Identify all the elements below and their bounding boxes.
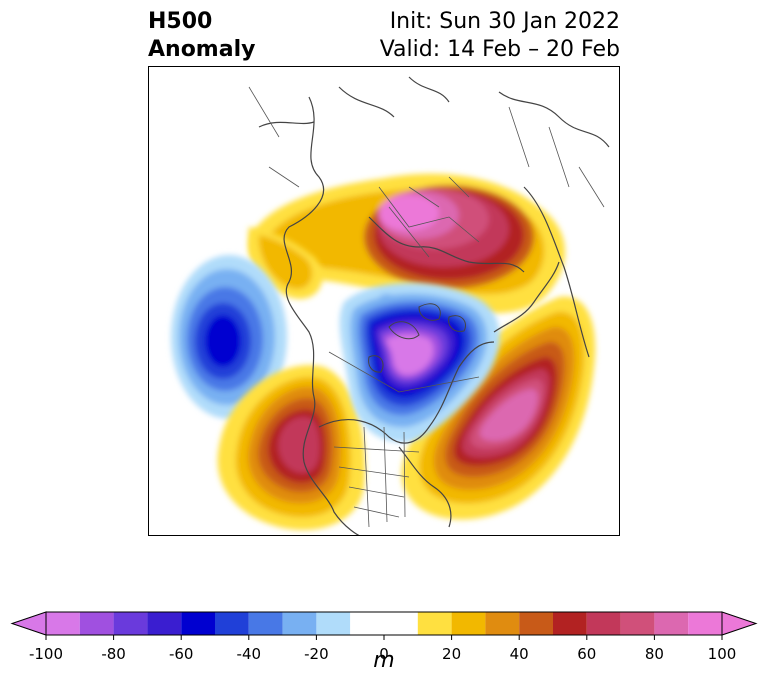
title-line-1: H500 (148, 9, 213, 34)
colorbar-bin (316, 612, 351, 635)
colorbar: -100 -80 -60 -40 -20 0 20 40 60 80 100 (10, 611, 758, 663)
colorbar-bin (553, 612, 587, 635)
positive-anomaly-siberia (248, 173, 566, 314)
coastlines (258, 76, 610, 535)
colorbar-bin (417, 612, 452, 635)
arctic-islands (368, 303, 466, 373)
colorbar-bin (46, 612, 80, 635)
anomaly-map (148, 66, 620, 536)
colorbar-bin (181, 612, 215, 635)
colorbar-tick-label: -60 (169, 645, 194, 663)
colorbar-tick-label: 0 (379, 645, 389, 663)
positive-anomaly-west-us (217, 365, 366, 531)
colorbar-bin (485, 612, 520, 635)
country-borders (248, 86, 605, 528)
colorbar-tick-label: -100 (29, 645, 63, 663)
chart-title: H500 Anomaly (148, 8, 255, 64)
colorbar-bin (248, 612, 283, 635)
colorbar-tick-label: 100 (708, 645, 737, 663)
colorbar-bin (451, 612, 486, 635)
units-label: m (373, 648, 395, 673)
negative-anomaly-canada (339, 282, 500, 443)
colorbar-bin (586, 612, 621, 635)
colorbar-under-arrow (10, 611, 47, 636)
colorbar-bin (215, 612, 249, 635)
colorbar-tick-label: -80 (101, 645, 126, 663)
colorbar-bin (282, 612, 317, 635)
colorbar-tick-label: 80 (645, 645, 664, 663)
init-date: Init: Sun 30 Jan 2022 (389, 9, 620, 34)
valid-range: Valid: 14 Feb – 20 Feb (379, 37, 620, 62)
colorbar-bin (79, 612, 114, 635)
colorbar-tick-label: -20 (304, 645, 329, 663)
colorbar-bin (654, 612, 689, 635)
negative-anomaly-pacific (171, 255, 287, 419)
colorbar-bin (688, 612, 722, 635)
colorbar-bin (620, 612, 655, 635)
colorbar-bin (519, 612, 553, 635)
map-canvas (171, 76, 610, 535)
run-info: Init: Sun 30 Jan 2022 Valid: 14 Feb – 20… (380, 8, 620, 64)
colorbar-over-arrow (721, 611, 758, 636)
colorbar-bin (350, 612, 418, 635)
colorbar-tick-label: 60 (577, 645, 596, 663)
colorbar-tick-label: -40 (237, 645, 262, 663)
colorbar-tick-label: 20 (442, 645, 461, 663)
positive-anomaly-atlantic (401, 296, 596, 520)
colorbar-tick-label: 40 (510, 645, 529, 663)
colorbar-bin (147, 612, 182, 635)
colorbar-bin (113, 612, 148, 635)
title-line-2: Anomaly (148, 37, 256, 62)
